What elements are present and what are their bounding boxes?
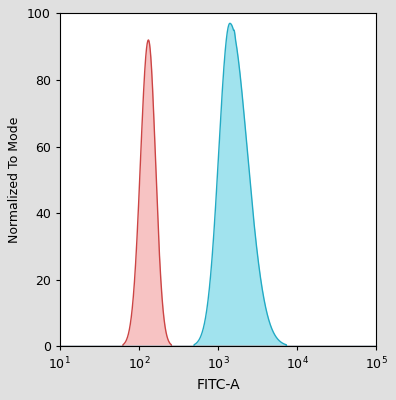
Y-axis label: Normalized To Mode: Normalized To Mode — [8, 117, 21, 243]
X-axis label: FITC-A: FITC-A — [196, 378, 240, 392]
